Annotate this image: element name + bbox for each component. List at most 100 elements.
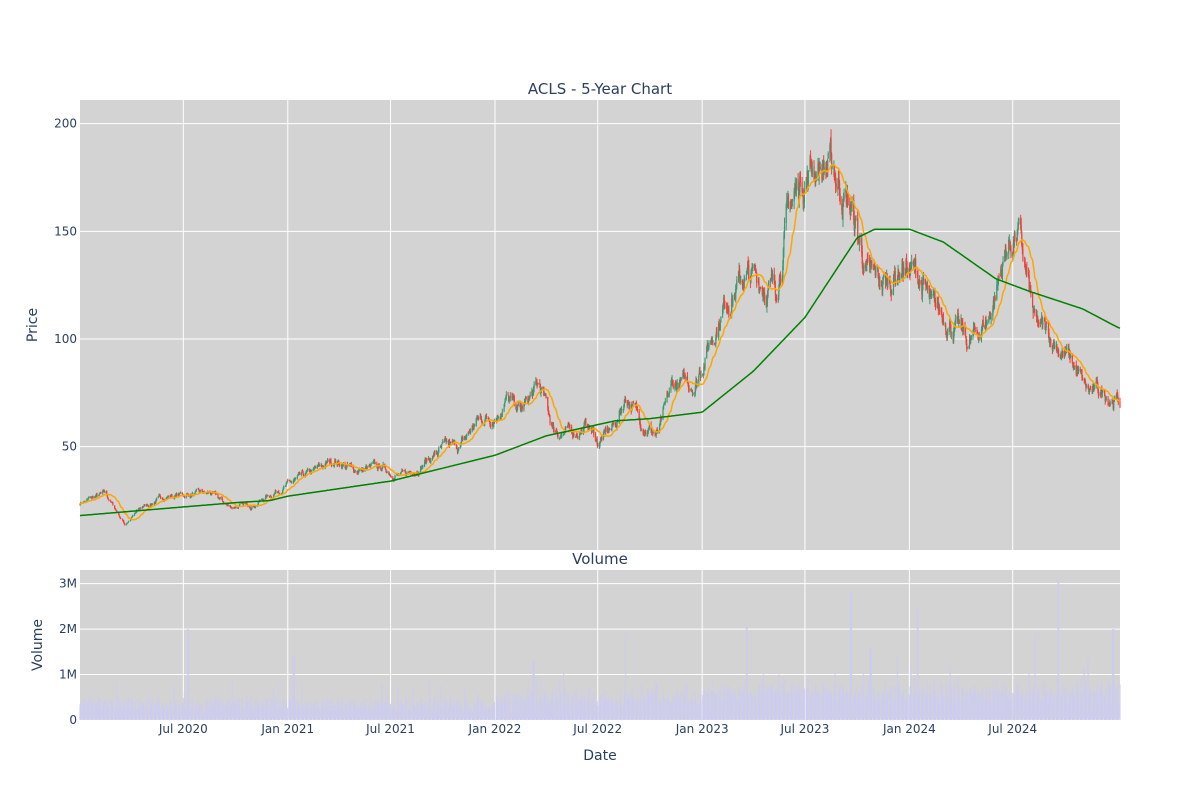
candle-up	[195, 489, 197, 491]
candle-up	[843, 194, 845, 201]
candle-up	[598, 444, 601, 447]
candle-down	[642, 429, 644, 434]
candle-up	[662, 405, 665, 409]
volume-bar	[1070, 695, 1072, 720]
candle-down	[862, 273, 865, 275]
volume-bar	[279, 706, 281, 720]
volume-bar	[986, 685, 988, 720]
volume-bar	[464, 686, 466, 720]
volume-bar	[684, 686, 686, 720]
candle-up	[1077, 370, 1079, 374]
candle-up	[580, 432, 582, 434]
volume-bar	[102, 701, 104, 720]
volume-bar	[740, 689, 742, 720]
candle-up	[778, 288, 780, 297]
candle-up	[715, 337, 717, 344]
candle-down	[229, 505, 232, 508]
candle-down	[231, 507, 233, 509]
candle-up	[342, 463, 345, 466]
candle-down	[958, 322, 960, 324]
candle-up	[632, 402, 634, 405]
candle-down	[376, 463, 378, 467]
candle-up	[1077, 368, 1080, 370]
candle-up	[720, 316, 722, 322]
candle-up	[970, 340, 972, 343]
candle-up	[911, 261, 913, 266]
volume-bar	[811, 692, 813, 720]
candle-down	[1034, 309, 1036, 313]
candle-up	[674, 383, 676, 389]
candle-up	[789, 207, 791, 211]
candle-down	[118, 514, 120, 517]
candle-down	[830, 138, 832, 157]
candle-down	[384, 467, 387, 470]
candle-down	[1099, 394, 1101, 397]
candle-up	[324, 464, 326, 469]
candle-down	[871, 263, 873, 266]
candle-up	[493, 422, 495, 427]
candle-down	[353, 468, 355, 472]
candle-up	[529, 397, 531, 399]
candle-down	[1024, 260, 1026, 265]
candle-up	[457, 450, 459, 453]
volume-bar	[209, 698, 212, 720]
candle-up	[463, 437, 465, 440]
candle-down	[553, 429, 555, 433]
volume-bar	[672, 695, 674, 720]
candle-up	[735, 284, 737, 288]
candle-down	[159, 494, 161, 497]
candle-down	[712, 341, 714, 343]
volume-bar	[1012, 692, 1014, 720]
candle-down	[388, 471, 390, 475]
candle-up	[648, 427, 650, 430]
candle-up	[664, 402, 666, 404]
candle-up	[647, 432, 649, 436]
volume-tick-label: 1M	[59, 668, 77, 682]
volume-bar	[1046, 691, 1048, 720]
volume-bar	[1109, 691, 1111, 720]
candle-up	[988, 316, 990, 323]
candle-up	[903, 266, 905, 276]
candle-up	[345, 467, 347, 469]
candle-up	[676, 382, 678, 389]
candle-down	[687, 383, 690, 389]
candle-up	[564, 426, 566, 431]
volume-bars[interactable]	[79, 579, 1121, 720]
candle-up	[516, 407, 518, 411]
volume-bar	[879, 705, 881, 720]
candle-up	[746, 269, 748, 274]
volume-bar	[485, 710, 488, 720]
volume-bar	[513, 695, 515, 720]
volume-bar	[299, 709, 301, 720]
volume-bar	[439, 686, 442, 720]
volume-bar	[505, 692, 507, 720]
candle-up	[603, 430, 605, 435]
candle-up	[1072, 366, 1075, 369]
candle-down	[100, 492, 102, 494]
candle-up	[497, 416, 499, 418]
volume-bar	[338, 699, 341, 720]
candle-up	[901, 263, 903, 277]
candle-up	[527, 399, 530, 404]
candle-up	[1016, 230, 1018, 241]
volume-bar	[303, 710, 305, 720]
volume-bar	[380, 700, 382, 720]
candle-down	[609, 429, 611, 431]
volume-bar	[910, 665, 912, 720]
volume-bar	[362, 700, 364, 720]
volume-bar	[175, 704, 178, 720]
candle-down	[915, 258, 917, 273]
candle-up	[1054, 345, 1056, 347]
candle-up	[919, 280, 921, 288]
candle-down	[389, 474, 392, 476]
volume-bar	[577, 698, 579, 720]
candle-down	[314, 467, 317, 469]
candle-up	[794, 184, 796, 194]
volume-bar	[716, 711, 718, 720]
candle-down	[1081, 370, 1083, 378]
candle-up	[978, 337, 980, 341]
candle-up	[555, 431, 557, 433]
volume-bar	[660, 706, 662, 720]
volume-bar	[326, 711, 329, 720]
candle-up	[423, 461, 426, 467]
